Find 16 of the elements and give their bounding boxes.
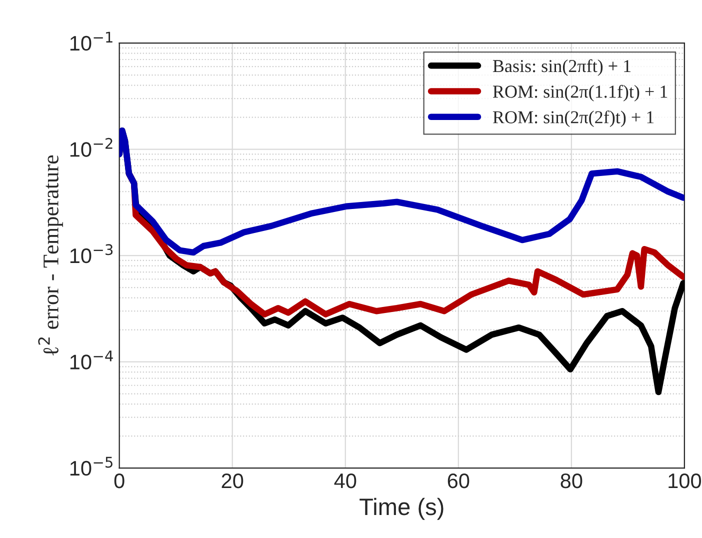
y-axis-title: ℓ$^{2}$ error - Temperature: [38, 155, 63, 356]
x-tick-label: 20: [222, 473, 244, 488]
y-tick-label: 10$^{−5}$: [70, 456, 112, 476]
legend-label: Basis: sin(2πft) + 1: [492, 59, 631, 76]
x-tick-label: 0: [114, 473, 124, 488]
y-tick-label: 10$^{−3}$: [70, 244, 113, 264]
x-tick-label: 100: [668, 473, 702, 488]
x-tick-label: 40: [334, 473, 356, 488]
y-tick-label: 10$^{−1}$: [70, 32, 112, 51]
legend-label: ROM: sin(2π(1.1f)t) + 1: [492, 84, 668, 102]
x-axis-title: Time (s): [360, 498, 444, 520]
y-tick-label: 10$^{−2}$: [70, 138, 112, 157]
x-tick-label: 60: [448, 473, 470, 488]
y-tick-label: 10$^{−4}$: [70, 350, 113, 370]
x-tick-label: 80: [560, 473, 582, 488]
legend-label: ROM: sin(2π(2f)t) + 1: [492, 110, 654, 128]
